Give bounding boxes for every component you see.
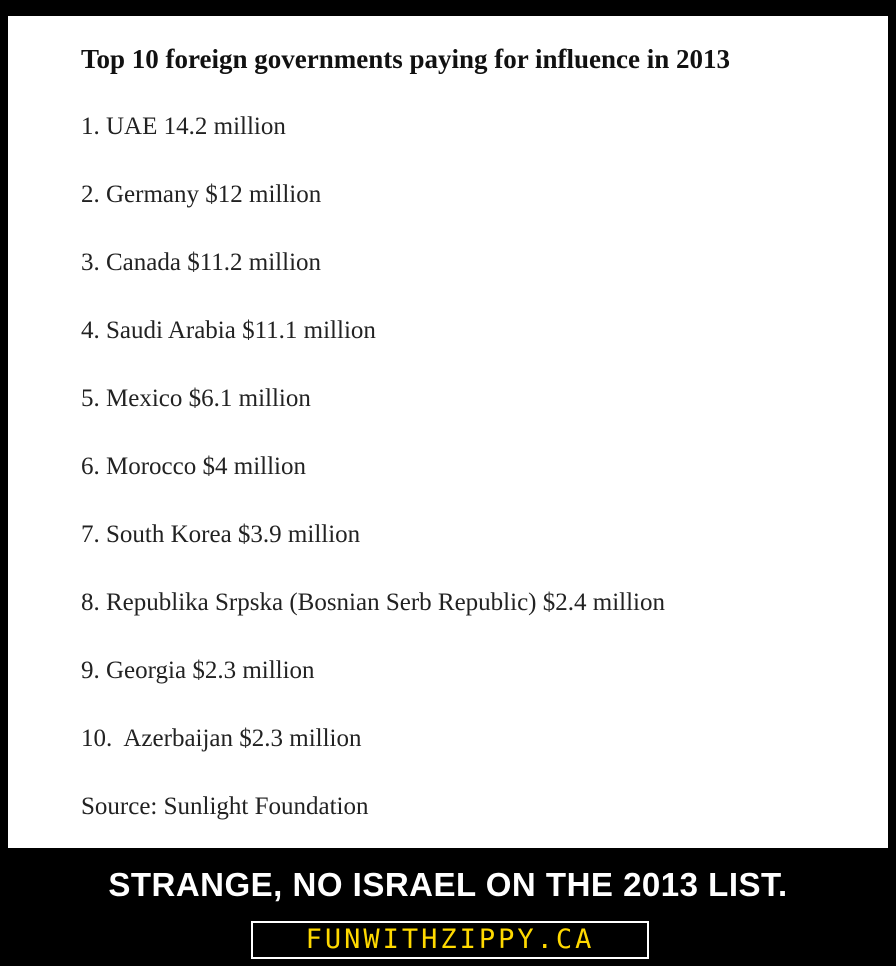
title: Top 10 foreign governments paying for in…	[81, 44, 731, 74]
list-item: 3. Canada $11.2 million	[81, 249, 322, 276]
list-item: 10. Azerbaijan $2.3 million	[81, 725, 362, 752]
source: Source: Sunlight Foundation	[81, 793, 369, 820]
site-link: FUNWITHZIPPY.CA	[251, 921, 649, 959]
list-item: 1. UAE 14.2 million	[81, 113, 286, 140]
list-item: 8. Republika Srpska (Bosnian Serb Republ…	[81, 589, 665, 616]
list-item: 6. Morocco $4 million	[81, 453, 306, 480]
article-panel: Top 10 foreign governments paying for in…	[8, 16, 888, 848]
list-item: 9. Georgia $2.3 million	[81, 657, 315, 684]
list-item: 4. Saudi Arabia $11.1 million	[81, 317, 376, 344]
list-item: 2. Germany $12 million	[81, 181, 322, 208]
list-item: 7. South Korea $3.9 million	[81, 521, 361, 548]
list-item: 5. Mexico $6.1 million	[81, 385, 311, 412]
caption: STRANGE, NO ISRAEL ON THE 2013 LIST.	[108, 866, 788, 903]
